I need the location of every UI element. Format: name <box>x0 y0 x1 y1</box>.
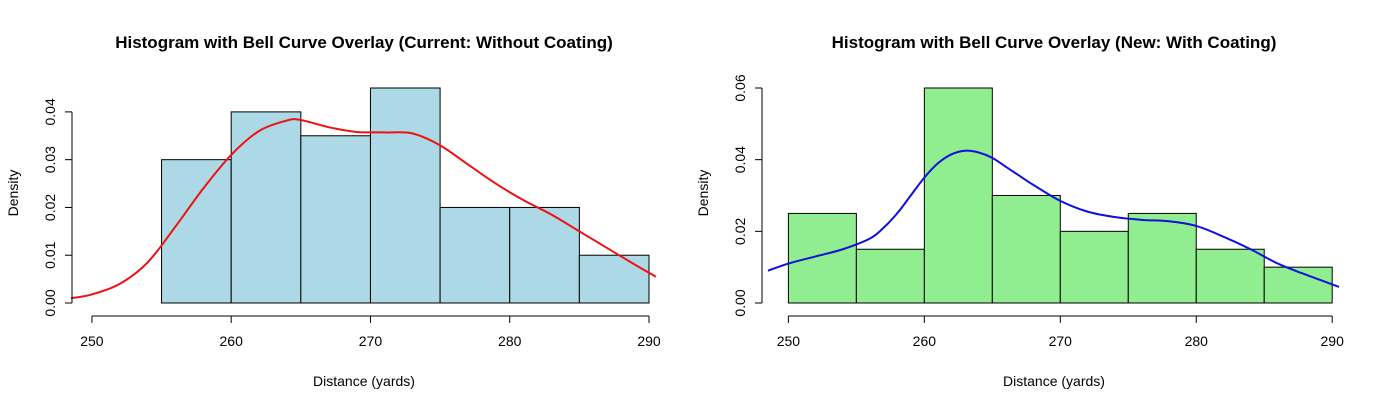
histogram-bar <box>787 212 857 304</box>
histogram-bar <box>923 87 993 304</box>
histogram-bar <box>509 206 580 304</box>
y-tick-label: 0.04 <box>42 98 58 125</box>
x-axis: 250 260 270 280 290 <box>777 315 1345 349</box>
y-tick-label: 0.02 <box>732 217 748 244</box>
histogram-bar <box>300 135 371 304</box>
density-curve <box>767 149 1340 288</box>
x-axis-label: Distance (yards) <box>313 373 415 389</box>
chart-without-coating: Histogram with Bell Curve Overlay (Curre… <box>5 33 661 389</box>
histogram-bars <box>161 87 650 304</box>
x-tick-label: 250 <box>777 333 801 349</box>
y-axis-label: Density <box>5 170 21 217</box>
x-tick-label: 270 <box>359 333 383 349</box>
x-tick-label: 280 <box>498 333 522 349</box>
histogram-bar <box>855 248 925 304</box>
y-tick-label: 0.04 <box>732 146 748 173</box>
x-tick-label: 290 <box>637 333 661 349</box>
histogram-bar <box>1263 266 1333 304</box>
y-tick-label: 0.00 <box>42 289 58 316</box>
y-tick-label: 0.02 <box>42 194 58 221</box>
y-tick-label: 0.01 <box>42 241 58 268</box>
x-axis-label: Distance (yards) <box>1003 373 1105 389</box>
x-tick-label: 260 <box>220 333 244 349</box>
y-tick-label: 0.06 <box>732 74 748 101</box>
y-axis-label: Density <box>695 170 711 217</box>
x-axis: 250 260 270 280 290 <box>80 315 661 349</box>
chart-title: Histogram with Bell Curve Overlay (New: … <box>832 33 1277 52</box>
histogram-bar <box>369 87 441 304</box>
y-tick-label: 0.00 <box>732 289 748 316</box>
density-curve-layer <box>767 149 1340 288</box>
x-tick-label: 260 <box>913 333 937 349</box>
y-axis: 0.00 0.02 0.04 0.06 <box>732 74 763 317</box>
histogram-bar <box>230 111 302 304</box>
histogram-bar <box>1127 212 1197 304</box>
histogram-bar <box>439 206 511 304</box>
histogram-bar <box>578 254 650 304</box>
histogram-bar <box>991 195 1061 304</box>
x-tick-label: 290 <box>1321 333 1345 349</box>
x-tick-label: 250 <box>80 333 104 349</box>
histogram-bar <box>1059 230 1129 304</box>
chart-with-coating: Histogram with Bell Curve Overlay (New: … <box>695 33 1344 389</box>
y-tick-label: 0.03 <box>42 146 58 173</box>
density-curve-layer <box>70 118 657 300</box>
histogram-bar <box>1195 248 1265 304</box>
y-axis: 0.00 0.01 0.02 0.03 0.04 <box>42 98 73 317</box>
x-tick-label: 280 <box>1185 333 1209 349</box>
density-curve <box>70 118 657 300</box>
histogram-bars <box>787 87 1333 304</box>
chart-title: Histogram with Bell Curve Overlay (Curre… <box>115 33 613 52</box>
x-tick-label: 270 <box>1049 333 1073 349</box>
